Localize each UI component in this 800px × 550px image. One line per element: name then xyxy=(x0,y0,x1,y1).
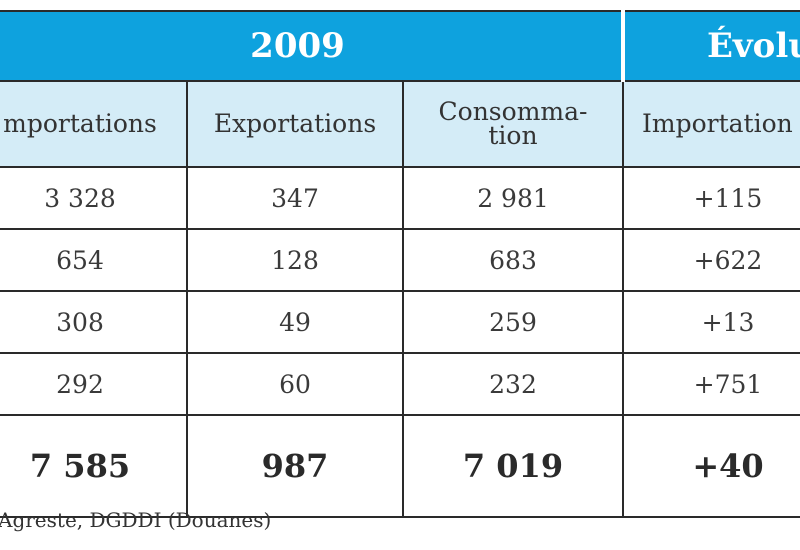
header-evolution-importations: Importation xyxy=(622,80,800,168)
total-row: 7 585 987 7 019 +40 xyxy=(0,414,800,518)
cell-consommation: 259 xyxy=(402,290,624,354)
source-note: Agreste, DGDDI (Douanes) xyxy=(0,508,272,532)
total-consommation: 7 019 xyxy=(402,414,624,518)
total-exportations: 987 xyxy=(186,414,404,518)
cell-exportations: 128 xyxy=(186,228,404,292)
year-header: 2009 xyxy=(0,10,624,82)
header-importations: mportations xyxy=(0,80,188,168)
cell-exportations: 49 xyxy=(186,290,404,354)
statistics-table-wrapper: 2009 Évolu mportations Exportations Cons… xyxy=(0,10,800,518)
header-consommation: Consomma- tion xyxy=(402,80,624,168)
cell-consommation: 683 xyxy=(402,228,624,292)
year-header-row: 2009 Évolu xyxy=(0,10,800,82)
column-header-row: mportations Exportations Consomma- tion … xyxy=(0,80,800,168)
cell-exportations: 60 xyxy=(186,352,404,416)
cell-exportations: 347 xyxy=(186,166,404,230)
statistics-table: 2009 Évolu mportations Exportations Cons… xyxy=(0,10,800,518)
cell-consommation: 2 981 xyxy=(402,166,624,230)
total-importations: 7 585 xyxy=(0,414,188,518)
cell-evolution: +622 xyxy=(622,228,800,292)
cell-importations: 3 328 xyxy=(0,166,188,230)
table-row: 3 328 347 2 981 +115 xyxy=(0,166,800,230)
evolution-header: Évolu xyxy=(621,10,800,82)
cell-evolution: +751 xyxy=(622,352,800,416)
header-exportations: Exportations xyxy=(186,80,404,168)
cell-importations: 292 xyxy=(0,352,188,416)
cell-consommation: 232 xyxy=(402,352,624,416)
cell-importations: 308 xyxy=(0,290,188,354)
total-evolution: +40 xyxy=(622,414,800,518)
cell-evolution: +115 xyxy=(622,166,800,230)
table-row: 654 128 683 +622 xyxy=(0,228,800,292)
cell-importations: 654 xyxy=(0,228,188,292)
cell-evolution: +13 xyxy=(622,290,800,354)
table-row: 308 49 259 +13 xyxy=(0,290,800,354)
table-row: 292 60 232 +751 xyxy=(0,352,800,416)
